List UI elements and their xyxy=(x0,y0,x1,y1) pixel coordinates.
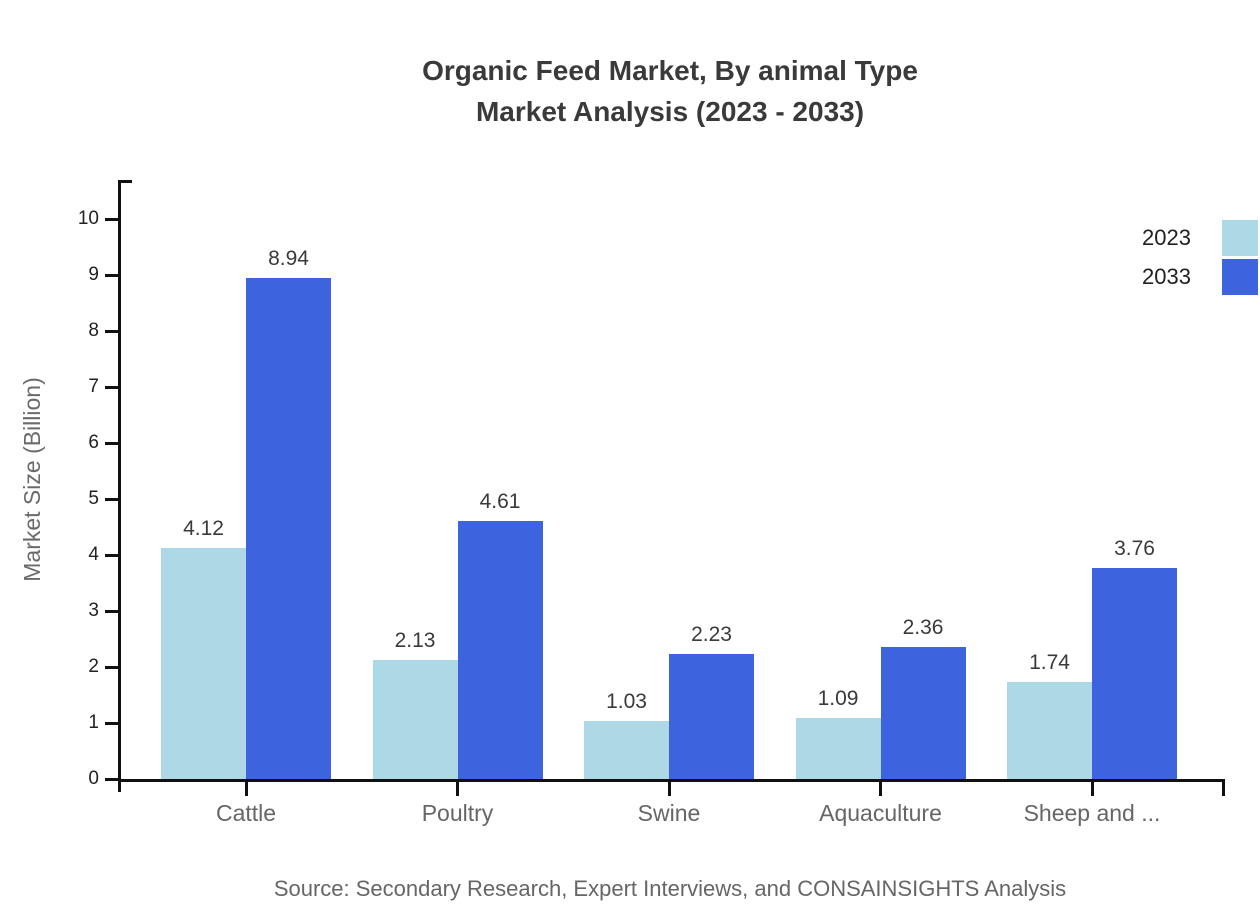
y-tick-mark xyxy=(105,273,118,277)
bar-2033-4[interactable] xyxy=(880,647,966,779)
legend-label-2033: 2033 xyxy=(1142,264,1191,289)
y-tick-label: 6 xyxy=(88,432,99,453)
legend-item-2033[interactable]: 2033 xyxy=(1142,259,1258,295)
y-tick-label: 1 xyxy=(88,712,99,733)
legend-label-2023: 2023 xyxy=(1142,225,1191,250)
y-tick-label: 0 xyxy=(88,768,99,789)
y-tick-label: 8 xyxy=(88,320,99,341)
value-label-2033-5: 3.76 xyxy=(1114,537,1155,560)
y-axis-line xyxy=(118,180,121,792)
x-tick-mark xyxy=(244,782,248,796)
bar-2033-2[interactable] xyxy=(457,521,543,779)
legend: 2023 2033 xyxy=(1142,220,1258,298)
x-axis-label-poultry: Poultry xyxy=(421,800,494,826)
bar-2023-5[interactable] xyxy=(1007,682,1092,779)
x-axis-label-sheepand: Sheep and ... xyxy=(1023,800,1161,826)
y-tick-mark xyxy=(105,329,118,333)
y-tick-label: 9 xyxy=(88,264,99,285)
chart-title-line2: Market Analysis (2023 - 2033) xyxy=(475,96,865,127)
y-tick-mark xyxy=(105,441,118,445)
value-label-2023-1: 4.12 xyxy=(183,517,224,540)
y-tick-mark xyxy=(105,665,118,669)
chart-title: Organic Feed Market, By animal Type Mark… xyxy=(80,50,1260,132)
legend-item-2023[interactable]: 2023 xyxy=(1142,220,1258,256)
legend-swatch-2033-icon xyxy=(1222,259,1258,295)
x-axis-label-swine: Swine xyxy=(637,800,701,826)
x-tick-mark xyxy=(1090,782,1094,796)
value-label-2023-3: 1.03 xyxy=(606,690,647,713)
bar-2023-3[interactable] xyxy=(584,721,669,779)
y-tick-label: 7 xyxy=(88,376,99,397)
value-label-2023-4: 1.09 xyxy=(817,687,859,710)
chart-title-line1: Organic Feed Market, By animal Type xyxy=(422,55,918,86)
x-tick-mark xyxy=(456,782,459,796)
bar-2023-4[interactable] xyxy=(795,718,881,779)
value-label-2033-4: 2.36 xyxy=(902,616,944,639)
value-label-2033-2: 4.61 xyxy=(479,490,521,513)
y-axis-top-cap xyxy=(118,180,132,183)
y-tick-mark xyxy=(105,721,118,725)
y-tick-mark xyxy=(105,553,118,557)
y-tick-mark xyxy=(105,385,118,389)
y-tick-mark xyxy=(105,777,118,781)
bar-2033-3[interactable] xyxy=(669,654,754,779)
y-tick-label: 2 xyxy=(88,656,99,677)
source-note: Source: Secondary Research, Expert Inter… xyxy=(273,876,1067,901)
y-tick-label: 3 xyxy=(88,600,99,621)
x-axis-label-aquaculture: Aquaculture xyxy=(819,800,942,826)
bar-2023-2[interactable] xyxy=(372,660,458,779)
value-label-2023-2: 2.13 xyxy=(394,629,436,652)
y-tick-mark xyxy=(105,609,118,613)
legend-swatch-2023-icon xyxy=(1222,220,1258,256)
y-tick-label: 5 xyxy=(88,488,99,509)
y-tick-mark xyxy=(105,217,118,221)
bar-2023-1[interactable] xyxy=(161,548,246,779)
value-label-2033-3: 2.23 xyxy=(691,623,732,646)
x-axis-end-cap xyxy=(1222,779,1225,796)
plot-area: 0 1 2 3 4 5 6 7 8 9 10 Cattle 4.12 8.94 Poultry 2.13 4.6… xyxy=(78,180,1222,826)
bar-2033-1[interactable] xyxy=(246,278,331,779)
value-label-2033-1: 8.94 xyxy=(268,247,309,270)
bar-2033-5[interactable] xyxy=(1092,568,1177,779)
value-label-2023-5: 1.74 xyxy=(1029,651,1070,674)
x-axis-label-cattle: Cattle xyxy=(215,800,277,826)
y-tick-label: 4 xyxy=(88,544,99,565)
y-tick-label: 10 xyxy=(77,208,99,229)
x-axis-line xyxy=(118,779,1225,782)
y-axis-title: Market Size (Billion) xyxy=(18,377,45,582)
y-tick-mark xyxy=(105,497,118,501)
x-tick-mark xyxy=(879,782,882,796)
x-tick-mark xyxy=(667,782,671,796)
